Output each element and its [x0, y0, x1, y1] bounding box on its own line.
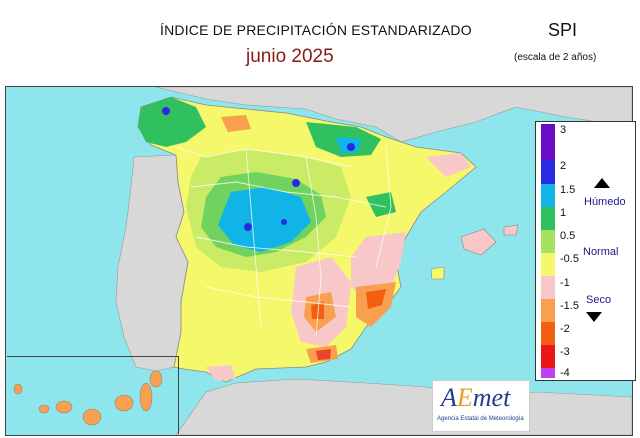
spi-humid-north [138, 97, 206, 147]
triangle-down-icon [586, 312, 602, 322]
legend-tick: 1 [560, 207, 567, 219]
legend-color-swatch [541, 345, 555, 368]
legend-color-swatch [541, 184, 555, 207]
legend-tick: -4 [560, 367, 570, 379]
spi-dry-east [351, 232, 406, 302]
internal-boundaries [175, 146, 392, 338]
legend-tick: 0.5 [560, 230, 576, 242]
humid-label: Húmedo [584, 196, 626, 208]
spi-extreme-spot-5 [347, 143, 355, 151]
spi-extreme-dry-spot-1 [366, 289, 386, 309]
spi-extreme-dry-spot-3 [316, 349, 331, 360]
spi-legend: 3 2 1.5 1 0.5 -0.5 -1 -1.5 -2 -3 -4 [535, 121, 636, 381]
index-name: SPI [548, 20, 578, 40]
spi-extreme-spot-1 [162, 107, 170, 115]
spi-very-dry-north [221, 115, 251, 132]
spi-extreme-spot-4 [281, 219, 287, 225]
spi-humid-east [366, 192, 396, 217]
canary-islands [13, 370, 163, 426]
legend-tick: -1 [560, 277, 570, 289]
dry-label: Seco [586, 294, 612, 306]
legend-color-swatch [541, 299, 555, 322]
map-subtitle-date: junio 2025 [246, 46, 334, 67]
africa-land [175, 378, 632, 435]
triangle-up-icon [594, 178, 610, 188]
legend-color-swatch [541, 368, 555, 378]
legend-color-swatch [541, 230, 555, 253]
legend-tick: 2 [560, 160, 567, 172]
spi-dry-coast-south [206, 365, 236, 381]
spi-map [5, 86, 633, 436]
normal-label: Normal [583, 246, 619, 258]
spi-extreme-spot-2 [244, 223, 252, 231]
spi-extreme-dry-spot-2 [311, 302, 324, 319]
map-canvas [13, 87, 632, 435]
aemet-logo-text: AEmet [441, 383, 511, 412]
canary-inset-frame [7, 356, 179, 434]
baleares-ibiza [430, 266, 445, 280]
portugal-land [115, 154, 189, 372]
spi-extreme-spot-3 [292, 179, 300, 187]
legend-tick: 1.5 [560, 184, 576, 196]
baleares-menorca [503, 224, 519, 236]
legend-tick: -1.5 [560, 300, 579, 312]
legend-color-swatch [541, 276, 555, 299]
legend-tick: -0.5 [560, 253, 579, 265]
map-title: ÍNDICE DE PRECIPITACIÓN ESTANDARIZADO [160, 22, 472, 38]
baleares-mallorca [460, 228, 497, 256]
legend-color-swatch [541, 124, 555, 160]
legend-color-swatch [541, 207, 555, 230]
legend-color-swatch [541, 160, 555, 184]
legend-tick: -3 [560, 346, 570, 358]
legend-color-swatch [541, 322, 555, 345]
spi-dry-northeast [426, 153, 471, 177]
spi-very-humid-center [218, 187, 311, 252]
legend-tick: 3 [560, 124, 567, 136]
scale-note: (escala de 2 años) [514, 52, 597, 63]
legend-tick: -2 [560, 323, 570, 335]
legend-color-swatch [541, 253, 555, 276]
legend-color-bar [541, 124, 555, 378]
aemet-logo-subtitle: Agencia Estatal de Meteorología [437, 416, 524, 422]
aemet-logo: AEmet Agencia Estatal de Meteorología [432, 380, 530, 432]
